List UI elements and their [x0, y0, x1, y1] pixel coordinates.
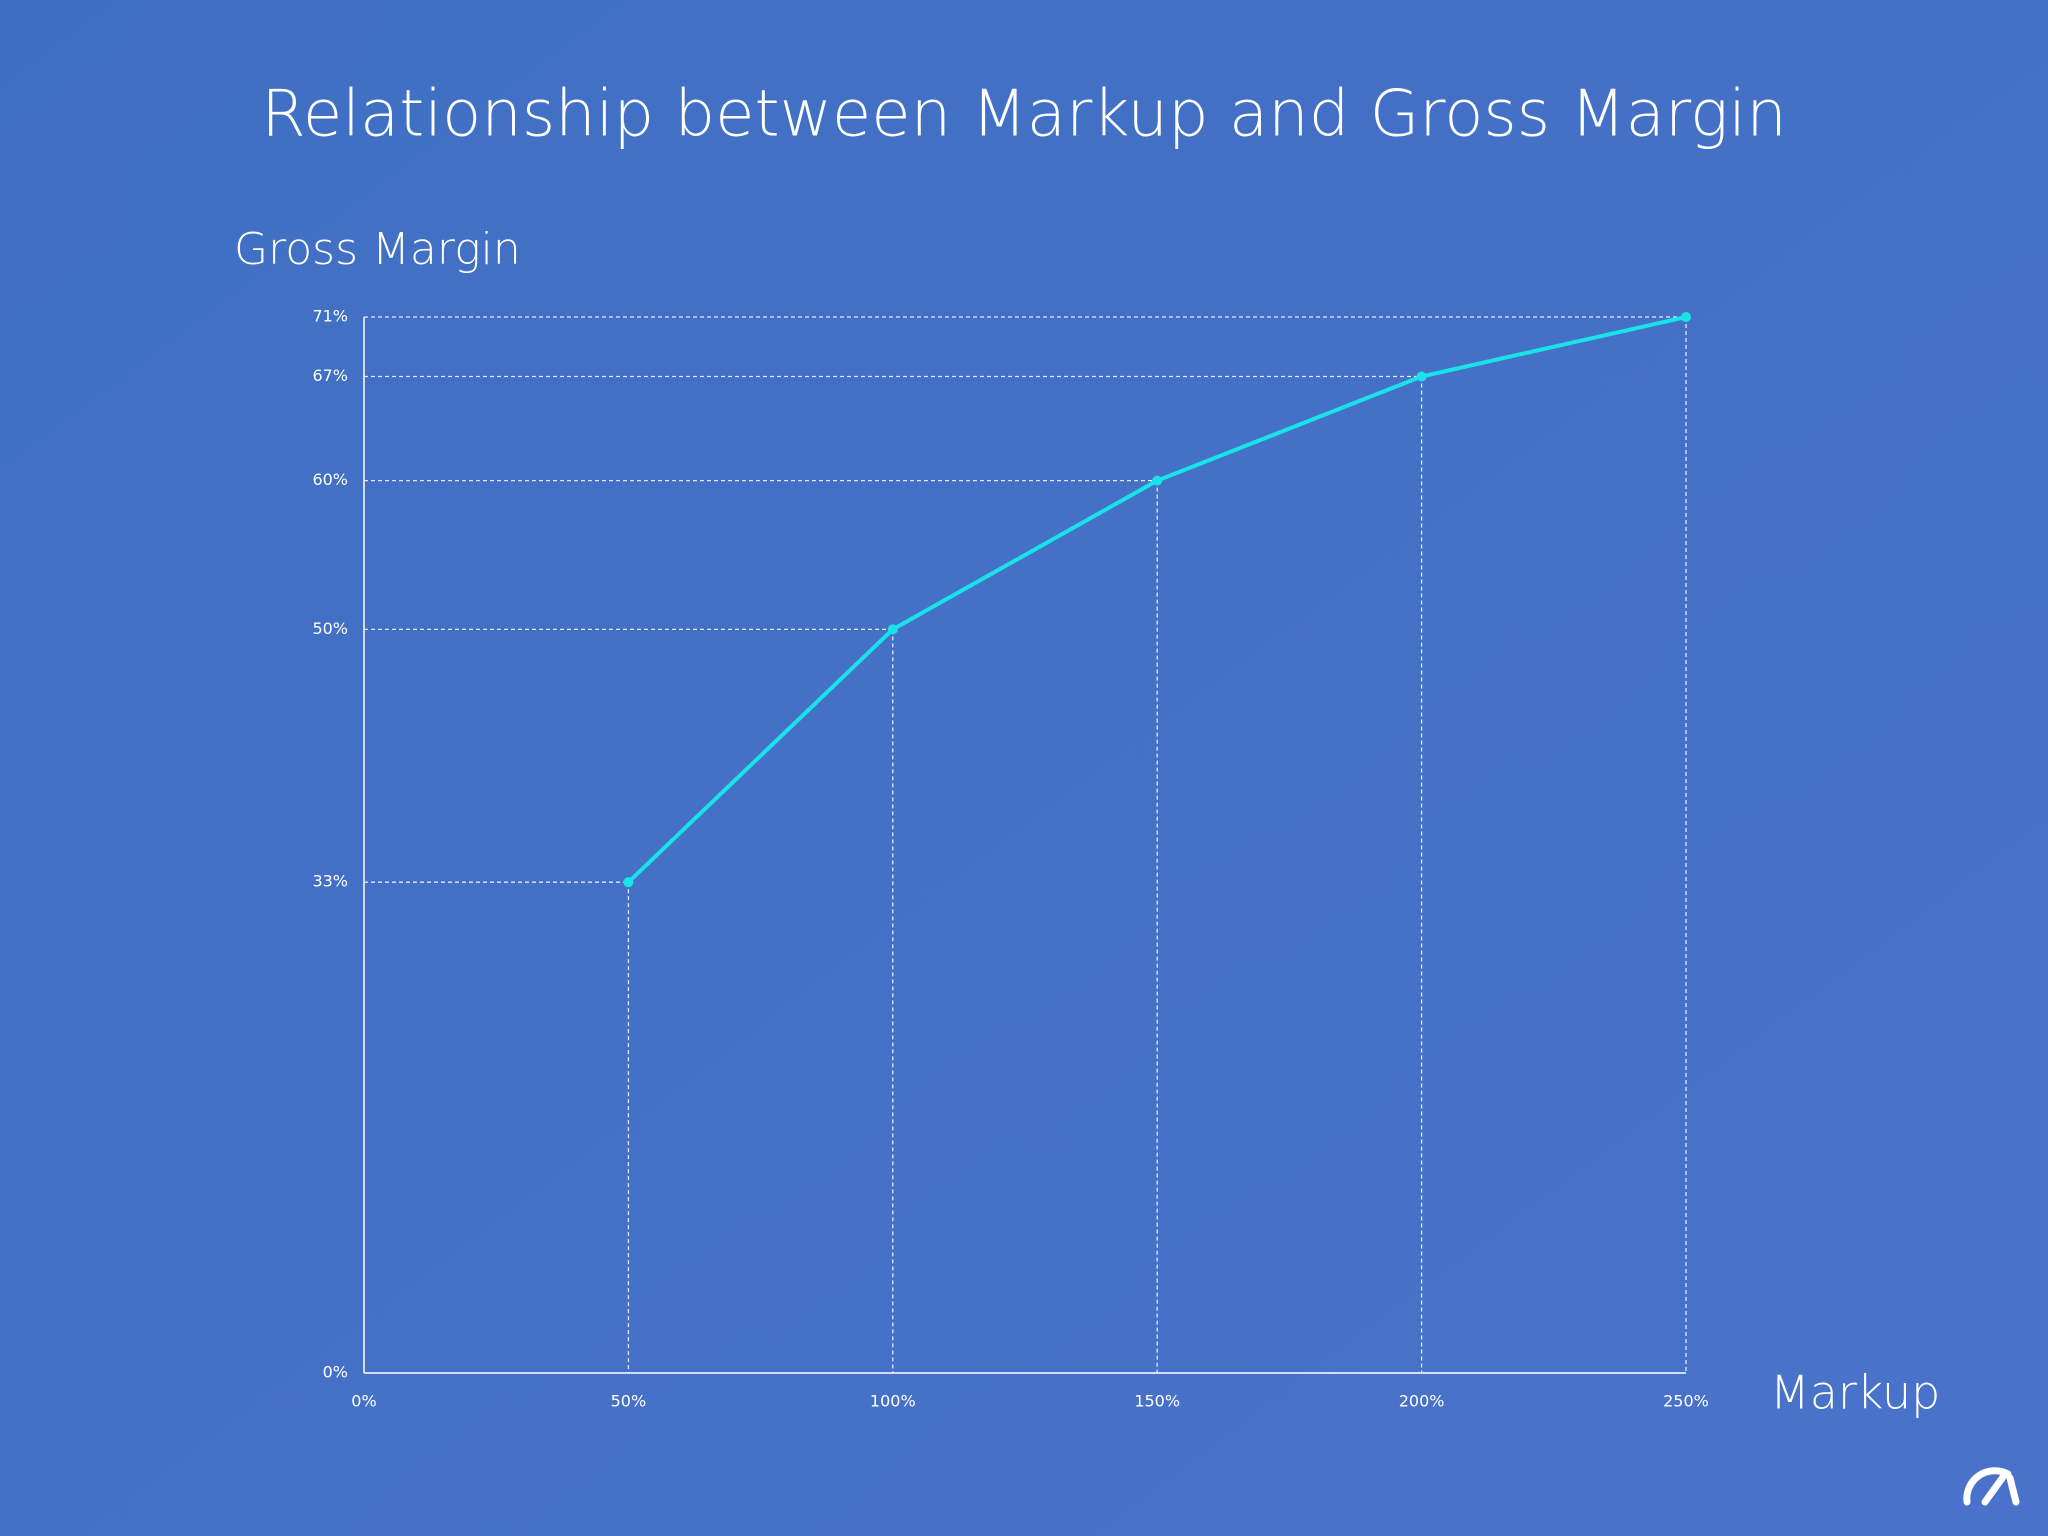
- data-point: [623, 877, 634, 888]
- logo: [1963, 1467, 2020, 1506]
- x-tick-label: 0%: [351, 1392, 376, 1411]
- data-point: [1416, 371, 1427, 382]
- data-point: [1152, 475, 1163, 486]
- y-tick-label: 71%: [312, 307, 348, 326]
- x-tick-label: 100%: [870, 1392, 916, 1411]
- x-tick-label: 150%: [1134, 1392, 1180, 1411]
- y-tick-label: 67%: [312, 366, 348, 385]
- y-tick-label: 60%: [312, 470, 348, 489]
- x-tick-label: 200%: [1399, 1392, 1445, 1411]
- data-point: [887, 624, 898, 635]
- x-tick-label: 250%: [1663, 1392, 1709, 1411]
- data-point: [1681, 312, 1691, 322]
- chart-title: Relationship between Markup and Gross Ma…: [261, 78, 1787, 152]
- y-tick-label: 50%: [312, 619, 348, 638]
- y-tick-label: 0%: [323, 1363, 348, 1382]
- y-axis-label: Gross Margin: [234, 224, 521, 275]
- x-axis-label: Markup: [1770, 1366, 1940, 1420]
- x-tick-label: 50%: [611, 1392, 647, 1411]
- y-tick-label: 33%: [312, 872, 348, 891]
